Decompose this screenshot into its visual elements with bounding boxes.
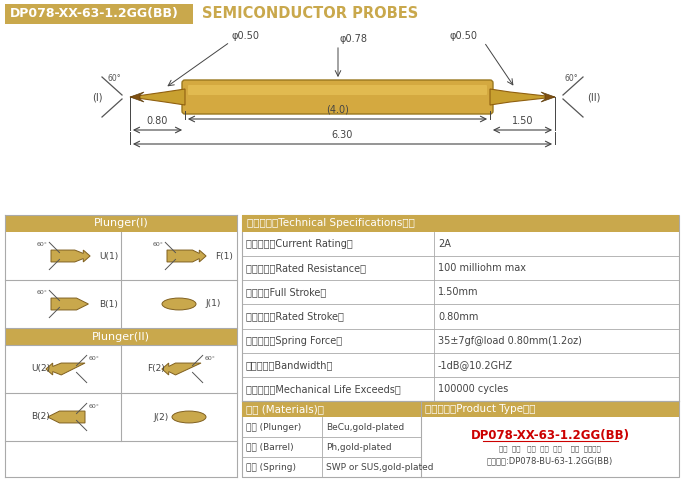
Text: 60°: 60° <box>107 74 121 83</box>
Text: 60°: 60° <box>564 74 578 83</box>
Text: φ0.78: φ0.78 <box>340 34 368 44</box>
Text: 额定电阻（Rated Resistance）: 额定电阻（Rated Resistance） <box>246 263 366 273</box>
FancyBboxPatch shape <box>5 328 237 345</box>
FancyBboxPatch shape <box>242 215 679 477</box>
Text: 成品型号（Product Type）：: 成品型号（Product Type）： <box>425 404 536 414</box>
Text: 60°: 60° <box>153 242 163 247</box>
Text: 60°: 60° <box>205 356 215 361</box>
Polygon shape <box>162 363 201 375</box>
Text: 60°: 60° <box>88 356 99 361</box>
FancyBboxPatch shape <box>421 401 679 417</box>
Text: J(2): J(2) <box>153 413 168 421</box>
Text: Ph,gold-plated: Ph,gold-plated <box>326 442 392 452</box>
Text: 100000 cycles: 100000 cycles <box>438 384 508 394</box>
Text: BeCu,gold-plated: BeCu,gold-plated <box>326 423 404 431</box>
Polygon shape <box>130 92 144 102</box>
Text: DP078-XX-63-1.2GG(BB): DP078-XX-63-1.2GG(BB) <box>471 428 629 442</box>
Text: 1.50: 1.50 <box>512 116 534 126</box>
Text: 额定弹力（Spring Force）: 额定弹力（Spring Force） <box>246 335 342 346</box>
Polygon shape <box>51 250 90 262</box>
Text: 频率带宽（Bandwidth）: 频率带宽（Bandwidth） <box>246 360 333 370</box>
Text: Plunger(I): Plunger(I) <box>94 218 148 228</box>
Ellipse shape <box>162 298 196 310</box>
Text: 0.80: 0.80 <box>147 116 168 126</box>
Ellipse shape <box>172 411 206 423</box>
Text: 60°: 60° <box>37 242 48 247</box>
Text: U(2): U(2) <box>31 364 50 374</box>
Text: 35±7gf@load 0.80mm(1.2oz): 35±7gf@load 0.80mm(1.2oz) <box>438 335 582 346</box>
Text: SWP or SUS,gold-plated: SWP or SUS,gold-plated <box>326 463 434 471</box>
Text: -1dB@10.2GHZ: -1dB@10.2GHZ <box>438 360 513 370</box>
Text: 满行程（Full Stroke）: 满行程（Full Stroke） <box>246 287 326 297</box>
Polygon shape <box>490 89 555 105</box>
Text: 60°: 60° <box>88 403 99 409</box>
FancyBboxPatch shape <box>188 85 487 95</box>
Text: 额定电流（Current Rating）: 额定电流（Current Rating） <box>246 239 353 249</box>
Text: 测试寿命（Mechanical Life Exceeds）: 测试寿命（Mechanical Life Exceeds） <box>246 384 401 394</box>
Text: 技术要求（Technical Specifications）：: 技术要求（Technical Specifications）： <box>247 218 415 228</box>
Text: (II): (II) <box>587 92 601 102</box>
FancyBboxPatch shape <box>5 4 193 24</box>
Text: 针管 (Barrel): 针管 (Barrel) <box>246 442 293 452</box>
Polygon shape <box>48 411 85 423</box>
Text: 100 milliohm max: 100 milliohm max <box>438 263 526 273</box>
Text: SEMICONDUCTOR PROBES: SEMICONDUCTOR PROBES <box>202 6 418 22</box>
Polygon shape <box>46 363 85 375</box>
Text: 订购单例:DP078-BU-63-1.2GG(BB): 订购单例:DP078-BU-63-1.2GG(BB) <box>487 456 613 466</box>
Text: (I): (I) <box>92 92 103 102</box>
Text: F(1): F(1) <box>215 252 233 260</box>
Text: F(2): F(2) <box>147 364 165 374</box>
Text: φ0.50: φ0.50 <box>450 31 478 41</box>
FancyBboxPatch shape <box>242 215 679 232</box>
Polygon shape <box>167 250 206 262</box>
Text: DP078-XX-63-1.2GG(BB): DP078-XX-63-1.2GG(BB) <box>10 8 179 21</box>
Polygon shape <box>130 89 185 105</box>
Polygon shape <box>51 298 88 310</box>
Text: 材质 (Materials)：: 材质 (Materials)： <box>246 404 324 414</box>
FancyBboxPatch shape <box>5 215 237 232</box>
Text: B(1): B(1) <box>99 299 118 308</box>
Text: J(1): J(1) <box>205 299 220 308</box>
Text: 弹簧 (Spring): 弹簧 (Spring) <box>246 463 296 471</box>
Text: 6.30: 6.30 <box>332 130 353 140</box>
FancyBboxPatch shape <box>242 401 421 417</box>
FancyBboxPatch shape <box>182 80 493 114</box>
Text: 60°: 60° <box>37 291 48 295</box>
Polygon shape <box>541 92 555 102</box>
Text: 额定行程（Rated Stroke）: 额定行程（Rated Stroke） <box>246 311 344 321</box>
Text: φ0.50: φ0.50 <box>232 31 260 41</box>
Text: Plunger(II): Plunger(II) <box>92 332 150 342</box>
Text: 0.80mm: 0.80mm <box>438 311 478 321</box>
Text: 系列  规格   头型  总长  弹力    镜金  针头材质: 系列 规格 头型 总长 弹力 镜金 针头材质 <box>499 446 601 452</box>
Text: (4.0): (4.0) <box>326 105 349 115</box>
Text: 1.50mm: 1.50mm <box>438 287 479 297</box>
Text: B(2): B(2) <box>31 413 50 421</box>
Text: U(1): U(1) <box>99 252 118 260</box>
Text: 2A: 2A <box>438 239 451 249</box>
Text: 针头 (Plunger): 针头 (Plunger) <box>246 423 301 431</box>
